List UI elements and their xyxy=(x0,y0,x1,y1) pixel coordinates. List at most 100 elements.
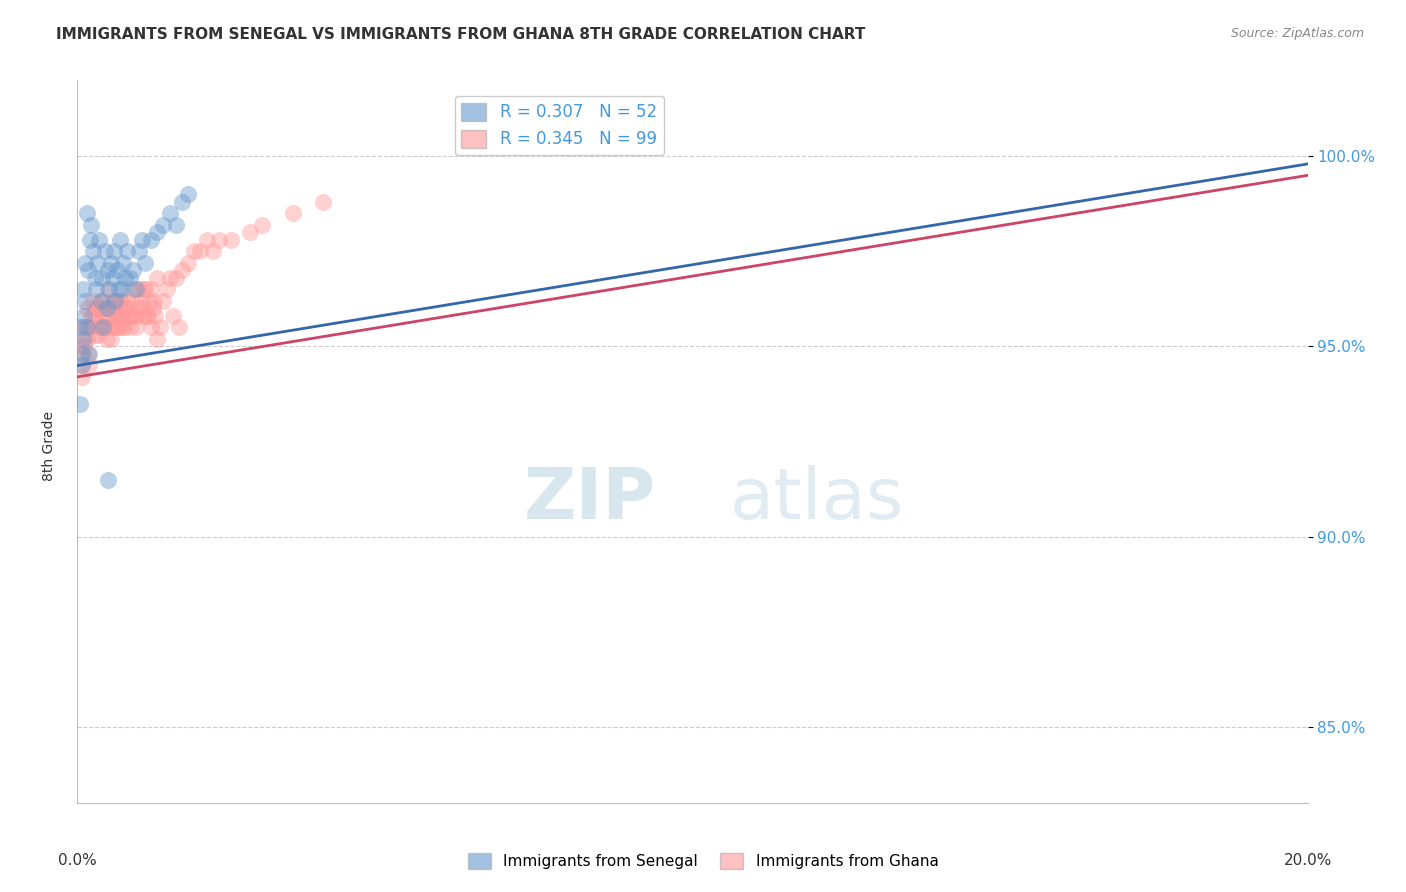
Point xyxy=(79,233,101,247)
Point xyxy=(162,309,184,323)
Point xyxy=(96,320,118,334)
Point xyxy=(108,320,131,334)
Point xyxy=(80,309,103,323)
Point xyxy=(72,347,94,361)
Point xyxy=(94,309,117,323)
Point xyxy=(111,309,134,323)
Point xyxy=(70,359,93,373)
Point xyxy=(90,293,112,308)
Point xyxy=(165,218,187,232)
Point xyxy=(100,332,122,346)
Point xyxy=(72,332,94,346)
Point xyxy=(112,320,135,334)
Point xyxy=(84,282,107,296)
Point xyxy=(312,194,335,209)
Text: Source: ZipAtlas.com: Source: ZipAtlas.com xyxy=(1230,27,1364,40)
Point xyxy=(239,226,262,240)
Point xyxy=(131,233,153,247)
Point xyxy=(97,263,120,277)
Point xyxy=(121,282,143,296)
Text: 0.0%: 0.0% xyxy=(58,854,97,869)
Text: 8th Grade: 8th Grade xyxy=(42,411,56,481)
Text: ZIP: ZIP xyxy=(523,465,655,533)
Point xyxy=(124,309,146,323)
Point xyxy=(90,320,112,334)
Point xyxy=(195,233,218,247)
Point xyxy=(167,320,190,334)
Point xyxy=(134,256,156,270)
Point xyxy=(188,244,212,259)
Point xyxy=(100,256,122,270)
Point xyxy=(96,332,118,346)
Point xyxy=(118,309,141,323)
Point xyxy=(143,293,166,308)
Point xyxy=(98,301,121,316)
Point xyxy=(208,233,231,247)
Point xyxy=(155,282,177,296)
Point xyxy=(101,271,124,285)
Point xyxy=(115,293,138,308)
Point xyxy=(104,293,127,308)
Point xyxy=(96,301,118,316)
Point xyxy=(94,244,117,259)
Point xyxy=(70,347,93,361)
Point xyxy=(98,309,121,323)
Point xyxy=(69,339,91,353)
Point xyxy=(103,244,125,259)
Point xyxy=(87,320,110,334)
Point xyxy=(170,194,193,209)
Point xyxy=(69,396,91,410)
Point xyxy=(219,233,242,247)
Point xyxy=(128,282,150,296)
Point xyxy=(94,301,117,316)
Point xyxy=(121,263,143,277)
Point xyxy=(73,309,96,323)
Point xyxy=(70,370,93,384)
Point xyxy=(104,293,127,308)
Point xyxy=(141,233,163,247)
Point xyxy=(128,244,150,259)
Point xyxy=(120,320,142,334)
Point xyxy=(72,282,94,296)
Text: 20.0%: 20.0% xyxy=(1284,854,1331,869)
Point xyxy=(134,282,156,296)
Point xyxy=(73,339,96,353)
Point xyxy=(131,309,153,323)
Point xyxy=(70,359,93,373)
Point xyxy=(127,301,149,316)
Legend: R = 0.307   N = 52, R = 0.345   N = 99: R = 0.307 N = 52, R = 0.345 N = 99 xyxy=(454,95,664,155)
Point xyxy=(108,293,131,308)
Point xyxy=(76,301,98,316)
Point xyxy=(110,233,132,247)
Point xyxy=(103,293,125,308)
Point xyxy=(97,282,120,296)
Point xyxy=(90,293,112,308)
Point xyxy=(101,301,124,316)
Point xyxy=(165,271,187,285)
Point xyxy=(125,320,148,334)
Point xyxy=(105,263,128,277)
Point xyxy=(159,206,181,220)
Point xyxy=(101,320,124,334)
Point xyxy=(152,218,174,232)
Point xyxy=(82,309,104,323)
Text: atlas: atlas xyxy=(730,465,904,533)
Point xyxy=(146,226,169,240)
Point xyxy=(136,309,159,323)
Point xyxy=(139,320,162,334)
Point xyxy=(135,309,157,323)
Point xyxy=(87,233,110,247)
Point xyxy=(125,282,148,296)
Point xyxy=(79,320,101,334)
Point xyxy=(84,309,107,323)
Text: IMMIGRANTS FROM SENEGAL VS IMMIGRANTS FROM GHANA 8TH GRADE CORRELATION CHART: IMMIGRANTS FROM SENEGAL VS IMMIGRANTS FR… xyxy=(56,27,866,42)
Point xyxy=(73,332,96,346)
Point xyxy=(77,347,100,361)
Point xyxy=(111,309,132,323)
Point xyxy=(105,309,128,323)
Point xyxy=(84,301,107,316)
Point xyxy=(121,293,143,308)
Point xyxy=(281,206,304,220)
Point xyxy=(250,218,273,232)
Point xyxy=(138,293,160,308)
